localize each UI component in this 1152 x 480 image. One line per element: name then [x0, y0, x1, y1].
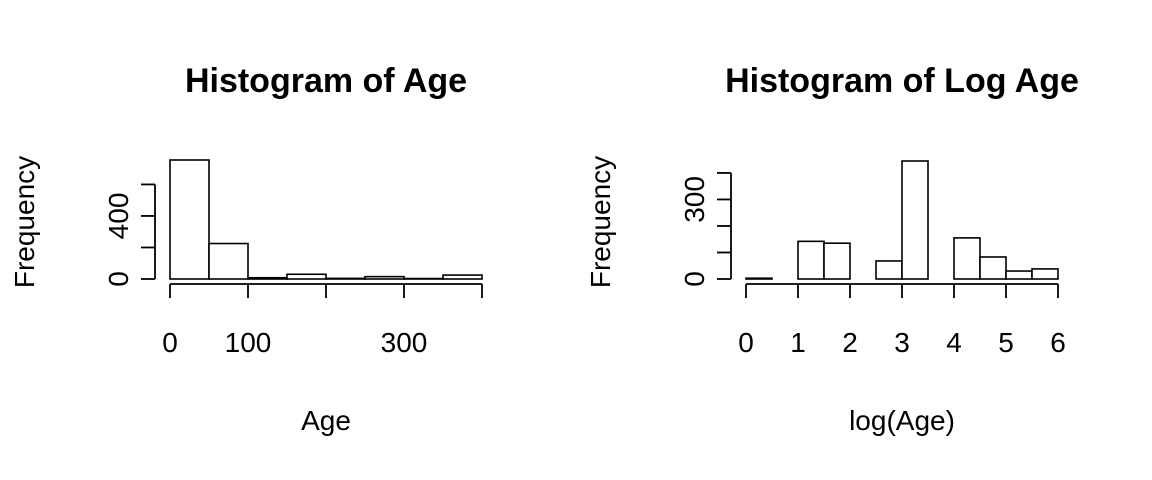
log-age-histogram-bar-0: [745, 277, 773, 280]
log-age-histogram-bar-10: [1005, 270, 1033, 280]
log-age-x-tick-label-0: 0: [738, 327, 754, 358]
log-age-histogram-bar-6: [901, 160, 929, 280]
log-age-histogram-bar-11: [1031, 268, 1059, 280]
log-age-histogram-title: Histogram of Log Age: [725, 62, 1079, 100]
log-age-histogram-x-label: log(Age): [849, 405, 955, 436]
log-age-histogram-bar-5: [875, 260, 903, 280]
log-age-x-tick-label-6: 6: [1050, 327, 1066, 358]
log-age-histogram-panel: Histogram of Log Age log(Age) Frequency …: [585, 62, 1079, 436]
age-histogram-bar-2: [247, 276, 288, 280]
age-histogram-bar-4: [325, 277, 366, 280]
log-age-x-tick-label-1: 1: [790, 327, 806, 358]
log-age-histogram-bar-9: [979, 256, 1007, 280]
log-age-histogram-y-axis: 0 300: [679, 172, 732, 287]
log-age-x-tick-label-4: 4: [946, 327, 962, 358]
log-age-x-tick-label-3: 3: [894, 327, 910, 358]
age-histogram-y-axis: 0 400: [103, 183, 156, 287]
log-age-histogram-bar-2: [797, 240, 825, 280]
log-age-histogram-x-axis: 0 1 2 3 4 5 6: [738, 283, 1066, 358]
age-histogram-title: Histogram of Age: [185, 62, 467, 100]
log-age-y-tick-label-3: 300: [679, 176, 710, 223]
age-histogram-bar-3: [286, 273, 327, 280]
age-histogram-x-label: Age: [301, 405, 351, 436]
log-age-histogram-bar-8: [953, 237, 981, 280]
log-age-histogram-bars: [745, 160, 1059, 280]
age-histogram-bar-5: [364, 275, 405, 280]
log-age-histogram-y-label: Frequency: [585, 156, 616, 288]
age-histogram-bar-7: [442, 274, 483, 280]
age-x-tick-label-3: 300: [381, 327, 428, 358]
log-age-y-tick-label-0: 0: [679, 271, 710, 287]
age-histogram-bars: [169, 159, 483, 280]
age-x-tick-label-1: 100: [225, 327, 272, 358]
age-histogram-bar-0: [169, 159, 210, 280]
age-y-tick-label-0: 0: [103, 271, 134, 287]
age-x-tick-label-0: 0: [162, 327, 178, 358]
age-histogram-panel: Histogram of Age Age Frequency 0 100 300 0…: [9, 62, 483, 436]
age-histogram-x-axis: 0 100 300: [162, 283, 483, 358]
log-age-x-tick-label-2: 2: [842, 327, 858, 358]
log-age-x-tick-label-5: 5: [998, 327, 1014, 358]
age-histogram-bar-1: [208, 242, 249, 280]
age-y-tick-label-2: 400: [103, 193, 134, 240]
age-histogram-y-label: Frequency: [9, 156, 40, 288]
log-age-histogram-bar-3: [823, 242, 851, 280]
